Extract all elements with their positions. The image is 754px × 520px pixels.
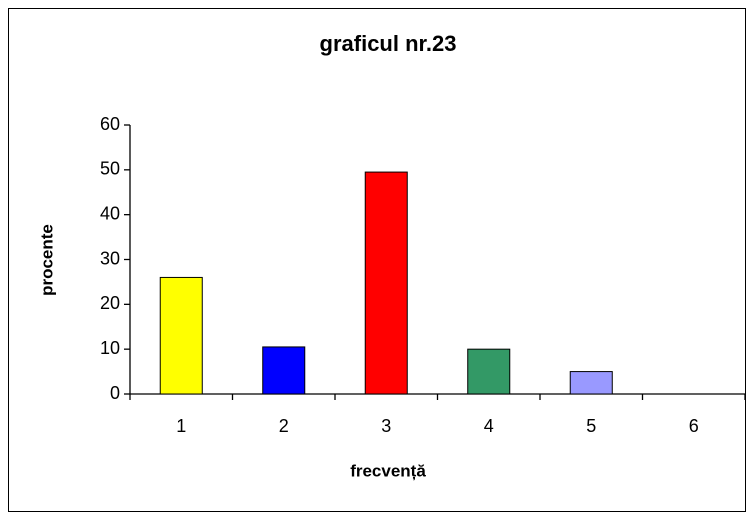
y-tick-label: 10 xyxy=(100,338,120,358)
y-tick-label: 30 xyxy=(100,248,120,268)
bar xyxy=(364,171,408,395)
x-tick-label: 6 xyxy=(689,416,699,436)
y-tick-label: 0 xyxy=(110,383,120,403)
x-axis-label: frecvență xyxy=(350,461,426,480)
y-tick-label: 20 xyxy=(100,293,120,313)
bar xyxy=(569,371,613,395)
x-tick-label: 4 xyxy=(484,416,494,436)
bar xyxy=(262,346,306,395)
y-tick-label: 60 xyxy=(100,114,120,134)
x-tick-label: 2 xyxy=(279,416,289,436)
chart-title: graficul nr.23 xyxy=(320,31,457,56)
y-tick-label: 40 xyxy=(100,203,120,223)
x-tick-label: 5 xyxy=(586,416,596,436)
y-axis-label: procente xyxy=(37,224,56,296)
x-tick-label: 1 xyxy=(176,416,186,436)
bar xyxy=(467,348,511,395)
bar xyxy=(159,276,203,395)
y-tick-label: 50 xyxy=(100,159,120,179)
x-tick-label: 3 xyxy=(381,416,391,436)
